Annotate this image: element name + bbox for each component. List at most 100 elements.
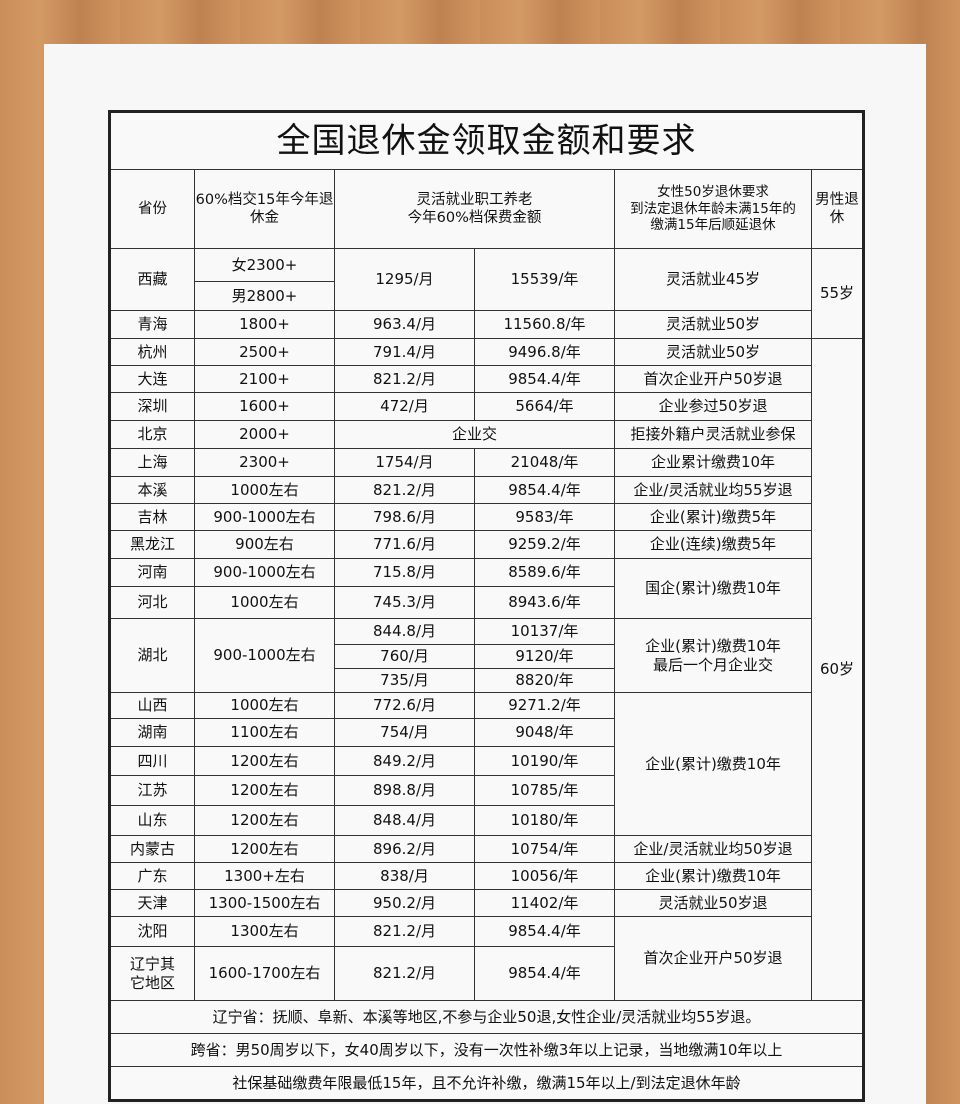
- table-row: 广东 1300+左右 838/月 10056/年 企业(累计)缴费10年: [109, 862, 864, 890]
- pension-cell: 1800+: [194, 310, 335, 339]
- table-row: 天津 1300-1500左右 950.2/月 11402/年 灵活就业50岁退: [109, 889, 864, 917]
- combined-fee-cell: 企业交: [334, 420, 615, 449]
- table-row: 辽宁省：抚顺、阜新、本溪等地区,不参与企业50退,女性企业/灵活就业均55岁退。: [109, 1000, 864, 1034]
- table-row: 上海 2300+ 1754/月 21048/年 企业累计缴费10年: [109, 448, 864, 477]
- table-row: 沈阳 1300左右 821.2/月 9854.4/年 首次企业开户50岁退: [109, 916, 864, 1001]
- pension-cell: 1200左右: [194, 746, 335, 776]
- yearly-fee-cell: 15539/年: [474, 248, 615, 311]
- table-row: 杭州 2500+ 791.4/月 9496.8/年 灵活就业50岁 60岁: [109, 338, 864, 1001]
- monthly-fee-cell: 715.8/月: [334, 558, 475, 587]
- province-cell: 河北: [109, 586, 195, 619]
- province-cell: 江苏: [109, 775, 195, 806]
- female-requirement-cell: 拒接外籍户灵活就业参保: [614, 420, 812, 449]
- header-pension: 60%档交15年今年退 休金: [194, 169, 335, 249]
- monthly-fee-cell: 821.2/月: [334, 946, 475, 1001]
- pension-cell: 2300+: [194, 448, 335, 477]
- yearly-fee-cell: 10056/年: [474, 862, 615, 890]
- table-row: 西藏 女2300+ 1295/月 15539/年 灵活就业45岁 55岁: [109, 248, 864, 339]
- monthly-fee-cell: 838/月: [334, 862, 475, 890]
- pension-cell: 1000左右: [194, 586, 335, 619]
- yearly-fee-cell: 10137/年: [474, 618, 615, 645]
- province-cell: 广东: [109, 862, 195, 890]
- table-row: 男2800+: [110, 281, 864, 311]
- monthly-fee-cell: 821.2/月: [334, 476, 475, 504]
- yearly-fee-cell: 8589.6/年: [474, 558, 615, 587]
- table-row: 四川 1200左右 849.2/月 10190/年: [109, 746, 864, 776]
- table-row: 湖南 1100左右 754/月 9048/年: [109, 718, 864, 747]
- province-cell: 辽宁其 它地区: [109, 946, 195, 1001]
- monthly-fee-cell: 1754/月: [334, 448, 475, 477]
- yearly-fee-cell: 10785/年: [474, 775, 615, 806]
- table-row: 跨省：男50周岁以下，女40周岁以下，没有一次性补缴3年以上记录，当地缴满10年…: [109, 1033, 864, 1067]
- monthly-fee-cell: 849.2/月: [334, 746, 475, 776]
- female-requirement-cell: 灵活就业45岁: [614, 248, 812, 311]
- pension-cell: 1000左右: [194, 692, 335, 719]
- pension-cell: 900-1000左右: [194, 618, 335, 693]
- pension-cell: 1300左右: [194, 916, 335, 947]
- table-row: 辽宁其 它地区 1600-1700左右 821.2/月 9854.4/年: [109, 946, 864, 1001]
- monthly-fee-cell: 771.6/月: [334, 530, 475, 559]
- header-province: 省份: [109, 169, 195, 249]
- female-requirement-cell: 企业参过50岁退: [614, 392, 812, 421]
- table-row: 河南 900-1000左右 715.8/月 8589.6/年 国企(累计)缴费10年: [109, 558, 864, 619]
- monthly-fee-cell: 760/月: [334, 644, 475, 669]
- yearly-fee-cell: 8943.6/年: [474, 586, 615, 619]
- yearly-fee-cell: 9854.4/年: [474, 365, 615, 393]
- monthly-fee-cell: 791.4/月: [334, 338, 475, 366]
- female-requirement-cell: 企业累计缴费10年: [614, 448, 812, 477]
- table-row: 大连 2100+ 821.2/月 9854.4/年 首次企业开户50岁退: [109, 365, 864, 393]
- female-requirement-cell: 灵活就业50岁: [614, 338, 812, 366]
- female-requirement-cell: 灵活就业50岁: [614, 310, 812, 339]
- pension-male-cell: 男2800+: [194, 281, 335, 311]
- female-requirement-cell: 首次企业开户50岁退: [614, 916, 812, 1001]
- province-cell: 湖南: [109, 718, 195, 747]
- female-requirement-cell: 企业/灵活就业均55岁退: [614, 476, 812, 504]
- province-cell: 杭州: [109, 338, 195, 366]
- pension-cell: 1300-1500左右: [194, 889, 335, 917]
- table-row: 河北 1000左右 745.3/月 8943.6/年: [109, 586, 864, 619]
- table-row: 北京 2000+ 企业交 拒接外籍户灵活就业参保: [109, 420, 864, 449]
- monthly-fee-cell: 1295/月: [334, 248, 475, 311]
- monthly-fee-cell: 735/月: [334, 668, 475, 693]
- yearly-fee-cell: 11560.8/年: [474, 310, 615, 339]
- monthly-fee-cell: 821.2/月: [334, 365, 475, 393]
- monthly-fee-cell: 896.2/月: [334, 835, 475, 863]
- table-row: 深圳 1600+ 472/月 5664/年 企业参过50岁退: [109, 392, 864, 421]
- footnote: 辽宁省：抚顺、阜新、本溪等地区,不参与企业50退,女性企业/灵活就业均55岁退。: [109, 1000, 864, 1034]
- province-cell: 西藏: [109, 248, 195, 311]
- table-row: 735/月 8820/年: [110, 668, 864, 693]
- table-row: 760/月 9120/年: [110, 644, 864, 669]
- yearly-fee-cell: 8820/年: [474, 668, 615, 693]
- pension-cell: 1600-1700左右: [194, 946, 335, 1001]
- province-cell: 深圳: [109, 392, 195, 421]
- female-requirement-cell: 企业(累计)缴费10年: [614, 862, 812, 890]
- yearly-fee-cell: 11402/年: [474, 889, 615, 917]
- pension-cell: 900左右: [194, 530, 335, 559]
- table-row: 内蒙古 1200左右 896.2/月 10754/年 企业/灵活就业均50岁退: [109, 835, 864, 863]
- monthly-fee-cell: 950.2/月: [334, 889, 475, 917]
- yearly-fee-cell: 10180/年: [474, 805, 615, 836]
- province-cell: 四川: [109, 746, 195, 776]
- province-cell: 青海: [109, 310, 195, 339]
- female-requirement-cell: 国企(累计)缴费10年: [614, 558, 812, 619]
- yearly-fee-cell: 10754/年: [474, 835, 615, 863]
- monthly-fee-cell: 821.2/月: [334, 916, 475, 947]
- yearly-fee-cell: 9583/年: [474, 503, 615, 531]
- province-cell: 湖北: [109, 618, 195, 693]
- table-title: 全国退休金领取金额和要求: [109, 111, 864, 170]
- header-flex: 灵活就业职工养老 今年60%档保费金额: [334, 169, 615, 249]
- header-male: 男性退 休: [811, 169, 864, 249]
- province-cell: 山东: [109, 805, 195, 836]
- yearly-fee-cell: 10190/年: [474, 746, 615, 776]
- province-cell: 河南: [109, 558, 195, 587]
- province-cell: 山西: [109, 692, 195, 719]
- monthly-fee-cell: 848.4/月: [334, 805, 475, 836]
- yearly-fee-cell: 9259.2/年: [474, 530, 615, 559]
- pension-cell: 1200左右: [194, 835, 335, 863]
- female-requirement-cell: 企业(连续)缴费5年: [614, 530, 812, 559]
- male-retire-cell: 55岁: [811, 248, 864, 339]
- yearly-fee-cell: 9854.4/年: [474, 916, 615, 947]
- yearly-fee-cell: 9854.4/年: [474, 476, 615, 504]
- yearly-fee-cell: 9496.8/年: [474, 338, 615, 366]
- monthly-fee-cell: 772.6/月: [334, 692, 475, 719]
